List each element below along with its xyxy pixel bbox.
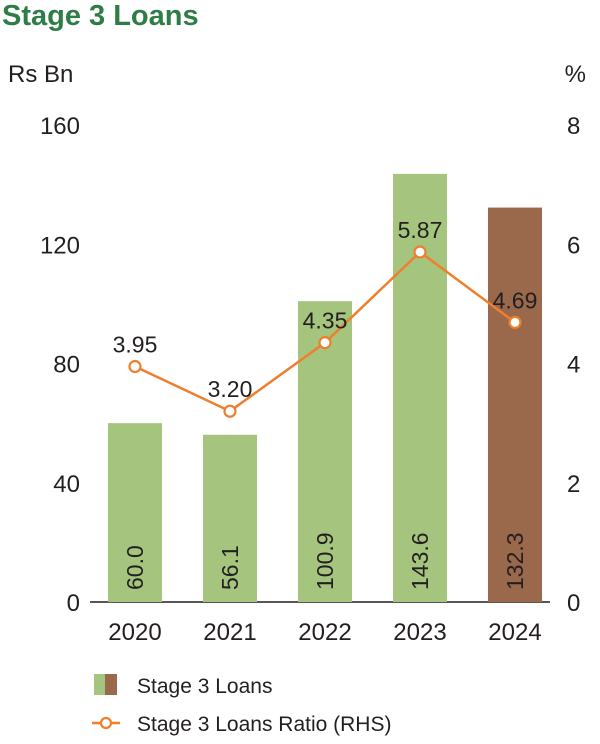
right-tick-label: 6: [567, 232, 580, 259]
right-tick-label: 8: [567, 113, 580, 140]
ratio-point-2020: [128, 359, 142, 374]
legend-swatch-brown: [105, 674, 117, 695]
x-tick-label: 2020: [108, 619, 161, 646]
left-tick-label: 120: [40, 232, 80, 259]
legend-label-bars: Stage 3 Loans: [137, 675, 272, 698]
right-axis-label: %: [565, 61, 586, 88]
legend-line-marker: [99, 716, 113, 730]
bar-2020: [108, 423, 162, 602]
ratio-value-label: 4.69: [493, 287, 538, 313]
left-tick-label: 80: [53, 352, 80, 379]
ratio-point-2021: [223, 404, 237, 418]
bar-value-label: 56.1: [217, 545, 243, 590]
x-tick-label: 2024: [488, 619, 541, 646]
bar-value-label: 132.3: [502, 532, 528, 590]
bar-2023: [393, 173, 447, 602]
right-tick-label: 0: [567, 590, 580, 617]
legend-swatch-green: [94, 674, 105, 695]
ratio-point-2023: [413, 245, 427, 259]
bar-value-label: 100.9: [312, 532, 338, 590]
left-axis-label: Rs Bn: [8, 61, 73, 88]
ratio-point-2022: [318, 336, 332, 350]
legend-label-line: Stage 3 Loans Ratio (RHS): [137, 713, 391, 736]
left-tick-label: 0: [67, 590, 80, 617]
left-tick-label: 160: [40, 113, 80, 140]
x-axis-ticks: 2020 2021 2022 2023 2024: [108, 619, 541, 646]
ratio-point-2024: [508, 315, 522, 329]
right-tick-label: 4: [567, 352, 580, 379]
bar-value-label: 60.0: [122, 545, 148, 590]
ratio-value-label: 4.35: [303, 308, 348, 334]
line-series: 3.95 3.20 4.35 5.87 4.69: [113, 217, 538, 418]
x-tick-label: 2022: [298, 619, 351, 646]
bar-value-label: 143.6: [407, 532, 433, 590]
right-tick-label: 2: [567, 471, 580, 498]
bar-2024: [488, 207, 542, 602]
bar-series: [108, 173, 542, 602]
ratio-value-label: 3.20: [208, 376, 253, 402]
x-tick-label: 2021: [203, 619, 256, 646]
right-axis-ticks: 0 2 4 6 8: [567, 113, 580, 617]
bar-value-labels: 60.0 56.1 100.9 143.6 132.3: [122, 532, 528, 590]
bar-2021: [203, 434, 257, 602]
ratio-value-label: 5.87: [398, 217, 443, 243]
legend: Stage 3 Loans Stage 3 Loans Ratio (RHS): [92, 674, 391, 736]
ratio-value-label: 3.95: [113, 331, 158, 357]
bar-2022: [298, 301, 352, 602]
left-tick-label: 40: [53, 471, 80, 498]
left-axis-ticks: 0 40 80 120 160: [40, 113, 80, 617]
chart-title: Stage 3 Loans: [2, 0, 199, 32]
x-tick-label: 2023: [393, 619, 446, 646]
